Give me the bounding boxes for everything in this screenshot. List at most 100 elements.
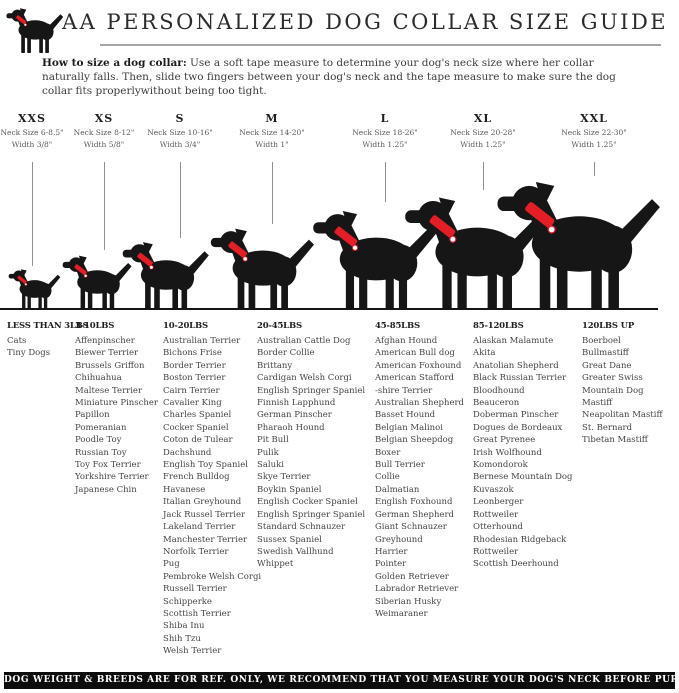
breed-item: American Stafford bbox=[375, 373, 454, 384]
breed-item: Coton de Tulear bbox=[163, 435, 233, 446]
breed-item: Mountain Dog bbox=[582, 385, 644, 396]
size-column-xxs: XXS Neck Size 6-8.5" Width 3/8" bbox=[0, 112, 80, 149]
breed-item: Whippet bbox=[257, 559, 294, 570]
breed-item: Bloodhound bbox=[473, 385, 525, 396]
breed-item: Greater Swiss bbox=[582, 373, 643, 384]
breed-item: Black Russian Terrier bbox=[473, 373, 567, 384]
breed-item: Rottweiler bbox=[473, 509, 519, 520]
breed-item: Russian Toy bbox=[75, 447, 127, 458]
collar-width-text: Width 1.25" bbox=[460, 140, 506, 149]
neck-size-text: Neck Size 18-26" bbox=[352, 128, 418, 137]
guide-line-xs bbox=[104, 162, 105, 250]
breed-item: Maltese Terrier bbox=[75, 385, 143, 396]
breed-item: Mastiff bbox=[582, 398, 613, 409]
breed-item: Cairn Terrier bbox=[163, 385, 220, 396]
sizing-instructions: How to size a dog collar: Use a soft tap… bbox=[42, 56, 634, 98]
breed-item: Schipperke bbox=[163, 596, 212, 607]
breed-item: Welsh Terrier bbox=[163, 646, 222, 657]
breed-item: Boykin Spaniel bbox=[257, 484, 322, 495]
breed-item: Kuvaszok bbox=[473, 484, 514, 495]
dog-silhouette-m bbox=[210, 228, 315, 310]
breed-item: Weimaraner bbox=[375, 608, 428, 619]
breed-item: English Springer Spaniel bbox=[257, 509, 366, 520]
breed-item: Rhodesian Ridgeback bbox=[473, 534, 567, 545]
breed-item: Saluki bbox=[257, 460, 284, 471]
dog-silhouette-s bbox=[122, 241, 210, 310]
breed-item: Bull Terrier bbox=[375, 460, 425, 471]
breed-item: English Cocker Spaniel bbox=[257, 497, 358, 508]
breed-item: Boston Terrier bbox=[163, 373, 226, 384]
guide-line-l bbox=[385, 162, 386, 202]
breed-item: Brittany bbox=[257, 360, 293, 371]
weight-group-label: 20-45LBS bbox=[257, 321, 302, 331]
collar-width-text: Width 1.25" bbox=[571, 140, 617, 149]
guide-line-m bbox=[272, 162, 273, 224]
breed-item: Biewer Terrier bbox=[75, 348, 139, 359]
breed-item: Alaskan Malamute bbox=[473, 336, 554, 346]
breed-item: Afghan Hound bbox=[375, 336, 438, 346]
breed-item: Shih Tzu bbox=[163, 633, 201, 644]
size-label: XL bbox=[473, 112, 493, 125]
breed-item: Japanese Chin bbox=[75, 484, 137, 495]
breed-item: Swedish Vallhund bbox=[257, 546, 334, 557]
size-column-xxl: XXL Neck Size 22-30" Width 1.25" bbox=[546, 112, 642, 149]
breed-item: Dogues de Bordeaux bbox=[473, 422, 563, 433]
breed-item: German Shepherd bbox=[375, 509, 454, 520]
breed-item: Basset Hound bbox=[375, 410, 436, 421]
breed-item: Australian Cattle Dog bbox=[257, 336, 351, 346]
weight-group-column: LESS THAN 3LBS Cats Tiny Dogs bbox=[7, 321, 89, 360]
breed-item: Pug bbox=[163, 559, 180, 570]
size-column-m: M Neck Size 14-20" Width 1" bbox=[224, 112, 320, 149]
breed-item: Dachshund bbox=[163, 447, 212, 458]
guide-line-s bbox=[180, 162, 181, 238]
weight-group-column: 85-120LBS Alaskan Malamute Akita Anatolian … bbox=[473, 321, 572, 571]
breed-item: Otterhound bbox=[473, 522, 523, 533]
size-label: M bbox=[265, 112, 279, 125]
breed-item: Pit Bull bbox=[257, 435, 289, 446]
weight-group-column: 120LBS UP Boerboel Bullmastiff Great Dane Gr… bbox=[582, 321, 663, 447]
breed-item: Cocker Spaniel bbox=[163, 422, 229, 433]
breed-item: Pointer bbox=[375, 559, 407, 570]
breed-item: German Pinscher bbox=[257, 410, 332, 421]
breed-item: Toy Fox Terrier bbox=[75, 460, 141, 471]
dog-silhouette-xxl bbox=[496, 181, 661, 310]
neck-size-text: Neck Size 14-20" bbox=[239, 128, 305, 137]
breed-item: Irish Wolfhound bbox=[473, 447, 542, 458]
size-label: XS bbox=[94, 112, 114, 125]
breed-item: English Toy Spaniel bbox=[163, 460, 248, 471]
breed-item: Belgian Malinoi bbox=[375, 422, 443, 433]
weight-group-label: 10-20LBS bbox=[163, 321, 208, 331]
instructions-lead: How to size a dog collar: bbox=[42, 57, 187, 69]
collar-width-text: Width 3/8" bbox=[11, 140, 53, 149]
breed-item: French Bulldog bbox=[163, 472, 230, 483]
breed-item: Great Pyrenee bbox=[473, 435, 536, 446]
breed-item: Cats bbox=[7, 336, 27, 346]
weight-group-column: 10-20LBS Australian Terrier Bichons Frise B… bbox=[163, 321, 261, 658]
size-label: XXL bbox=[580, 112, 608, 125]
breed-item: Bernese Mountain Dog bbox=[473, 472, 573, 483]
breed-item: Anatolian Shepherd bbox=[473, 360, 559, 371]
breed-item: Labrador Retriever bbox=[375, 584, 459, 595]
breed-item: Pembroke Welsh Corgi bbox=[163, 571, 262, 582]
breed-item: Greyhound bbox=[375, 534, 423, 545]
dog-silhouette-xxs bbox=[8, 269, 61, 310]
weight-group-label: 120LBS UP bbox=[582, 321, 635, 331]
neck-size-text: Neck Size 20-28" bbox=[450, 128, 516, 137]
breed-item: Komondorok bbox=[473, 460, 528, 471]
breed-item: Australian Shepherd bbox=[375, 398, 464, 409]
neck-size-text: Neck Size 22-30" bbox=[561, 128, 627, 137]
ground-line bbox=[0, 308, 658, 310]
breed-item: Giant Schnauzer bbox=[375, 522, 447, 533]
breed-item: Collie bbox=[375, 472, 400, 483]
footer-disclaimer: DOG WEIGHT & BREEDS ARE FOR REF. ONLY, W… bbox=[4, 672, 679, 689]
breed-item: Pomeranian bbox=[75, 422, 127, 433]
breed-item: Yorkshire Terrier bbox=[75, 472, 149, 483]
guide-line-xl bbox=[483, 162, 484, 190]
breed-item: Chihuahua bbox=[75, 373, 122, 384]
breed-item: Leonberger bbox=[473, 497, 524, 508]
size-label: S bbox=[175, 112, 185, 125]
weight-group-label: 85-120LBS bbox=[473, 321, 524, 331]
breed-item: Neapolitan Mastiff bbox=[582, 410, 663, 421]
breed-item: Rottweiler bbox=[473, 546, 519, 557]
breed-item: Siberian Husky bbox=[375, 596, 442, 607]
